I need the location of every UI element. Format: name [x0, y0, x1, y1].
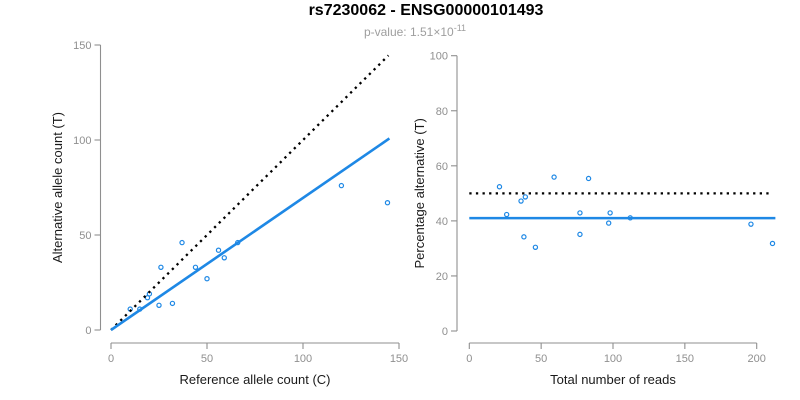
data-point [204, 276, 210, 282]
x-tick-label: 100 [294, 353, 312, 365]
data-point [179, 239, 185, 246]
data-point [156, 302, 162, 308]
panel-percentage: 0 20 40 60 80 100 0 50 100 150 200 Total number of … [412, 51, 776, 387]
x-tick-label: 50 [201, 353, 213, 365]
data-point [192, 264, 199, 270]
y-tick-label: 40 [436, 216, 448, 228]
data-point [338, 182, 345, 189]
data-point [522, 194, 529, 200]
pvalue-exponent: -11 [453, 23, 467, 33]
x-tick-label: 0 [466, 353, 472, 365]
data-point [532, 244, 539, 251]
figure-title: rs7230062 - ENSG00000101493 [308, 2, 544, 19]
data-point [215, 247, 222, 253]
data-point [496, 184, 503, 190]
x-tick-label: 50 [535, 353, 547, 365]
y-tick-label: 0 [85, 325, 91, 337]
data-point [169, 300, 176, 307]
y-tick-label: 0 [442, 326, 448, 338]
x-tick-label: 200 [748, 353, 766, 365]
y-tick-label: 80 [436, 106, 448, 118]
data-point [607, 210, 613, 216]
y-tick-label: 20 [436, 271, 448, 283]
regression-line [110, 137, 391, 332]
y-tick-label: 100 [73, 135, 91, 147]
figure-subtitle: p-value: 1.51×10-11 [364, 22, 466, 38]
data-point [577, 210, 583, 216]
x-axis-title: Reference allele count (C) [179, 372, 330, 387]
data-point [521, 234, 527, 240]
x-tick-label: 100 [604, 353, 622, 365]
y-axis-title: Percentage alternative (T) [412, 118, 427, 268]
data-point [577, 231, 583, 238]
identity-line [110, 54, 390, 331]
x-axis-title: Total number of reads [550, 372, 676, 387]
data-point [585, 175, 592, 182]
x-tick-label: 150 [390, 353, 408, 365]
data-point [518, 198, 524, 204]
panel-allele-counts: 0 50 100 150 0 50 100 150 Reference allele count… [50, 40, 408, 387]
data-point [551, 174, 557, 180]
x-tick-label: 150 [676, 353, 694, 365]
data-point [605, 220, 612, 226]
data-point [384, 199, 391, 206]
data-point [221, 255, 227, 261]
pvalue-text: p-value: 1.51×10 [363, 25, 454, 39]
data-point [748, 221, 754, 227]
data-point [503, 211, 510, 218]
data-point [769, 240, 776, 247]
y-axis-title: Alternative allele count (T) [50, 112, 65, 263]
y-tick-label: 100 [430, 51, 448, 63]
y-tick-label: 150 [73, 40, 91, 52]
data-point [158, 264, 164, 270]
y-tick-label: 50 [79, 230, 91, 242]
y-tick-label: 60 [436, 161, 448, 173]
x-tick-label: 0 [108, 353, 114, 365]
